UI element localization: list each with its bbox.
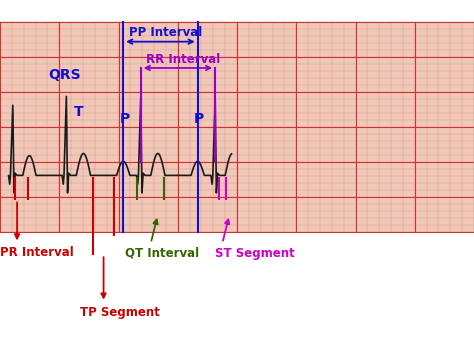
Text: QT Interval: QT Interval [125,247,199,260]
Text: PR Interval: PR Interval [0,247,74,260]
Bar [0,22,474,232]
Text: QRS: QRS [48,68,81,82]
Text: T: T [74,105,83,119]
Text: RR Interval: RR Interval [146,53,220,66]
Text: TP Segment: TP Segment [80,306,160,319]
Text: P: P [119,112,130,126]
Text: P: P [194,112,204,126]
Text: PP Interval: PP Interval [128,26,202,39]
Text: ST Segment: ST Segment [215,247,295,260]
